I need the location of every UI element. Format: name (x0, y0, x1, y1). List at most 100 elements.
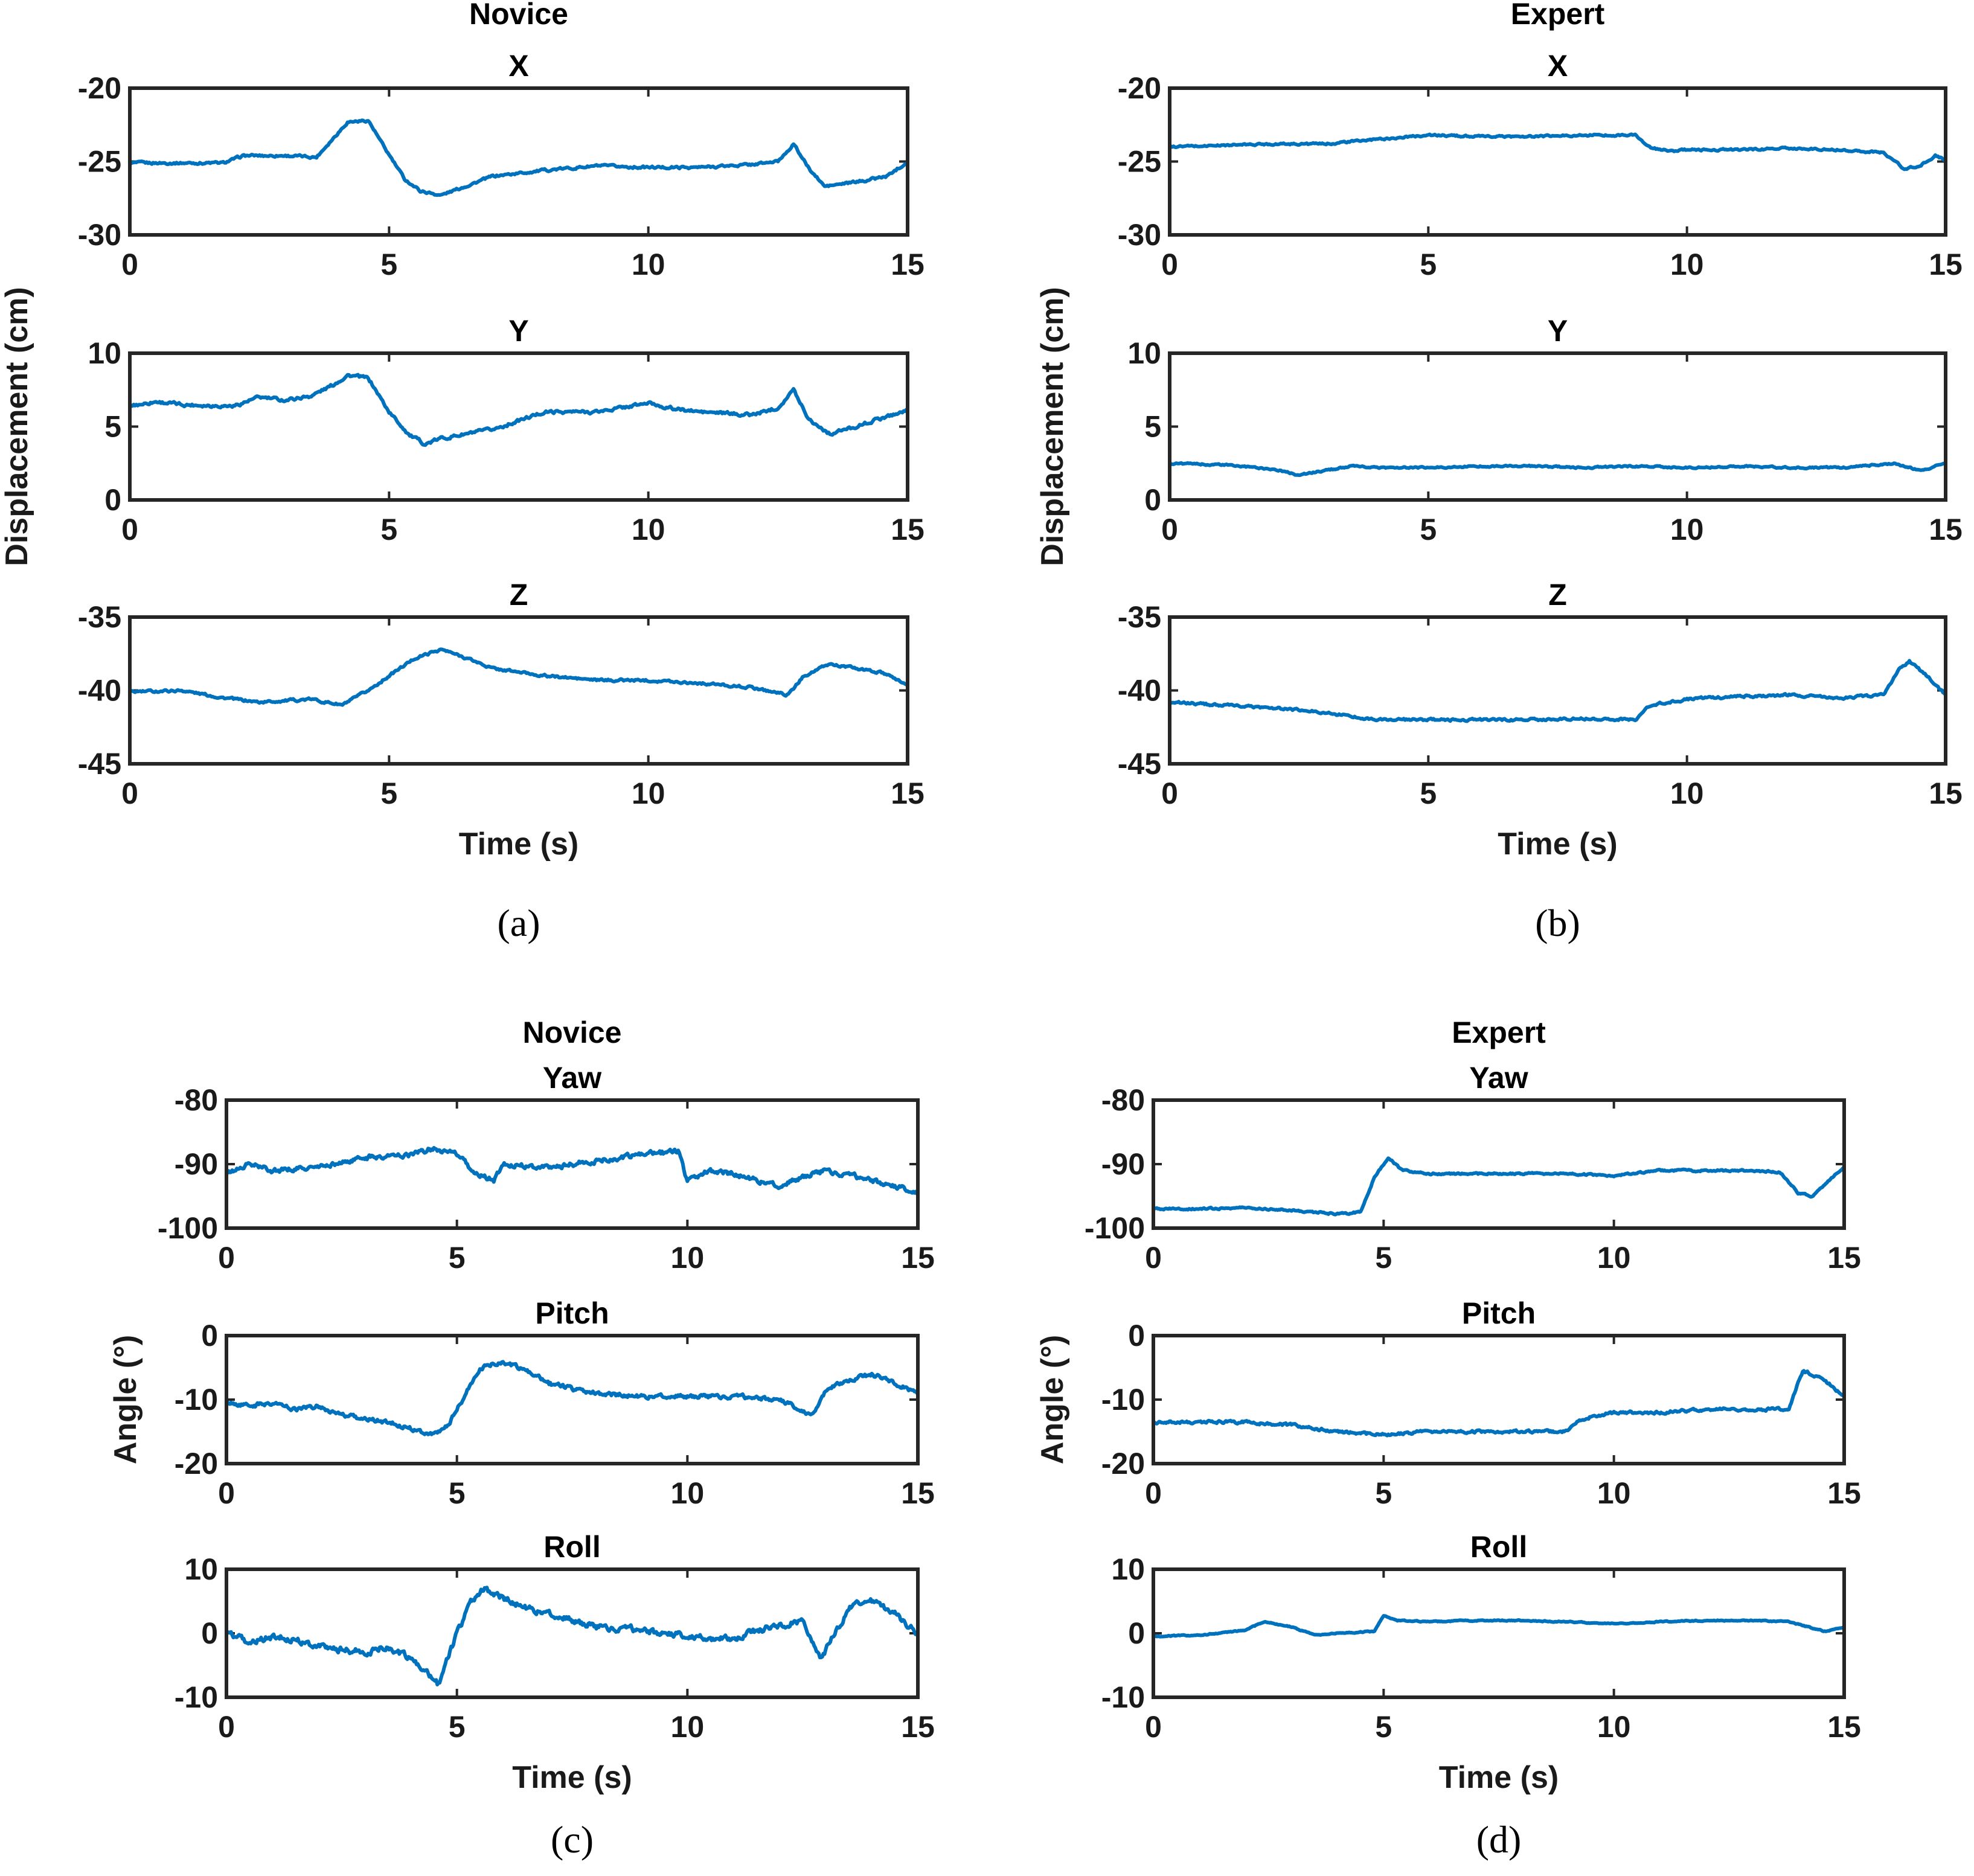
x-tick-label: 5 (1420, 513, 1437, 546)
x-tick-label: 5 (380, 248, 397, 281)
x-tick-label: 15 (901, 1710, 935, 1744)
x-tick-label: 5 (1375, 1710, 1392, 1744)
y-tick-label: -10 (1101, 1383, 1145, 1417)
series-line-yaw (226, 1145, 918, 1196)
axes-frame (1168, 86, 1947, 237)
x-tick-label: 15 (1929, 776, 1963, 810)
series-line-x (1170, 132, 1946, 171)
axes-frame (128, 351, 909, 502)
x-tick-label: 15 (1827, 1710, 1861, 1744)
column-title: Expert (1452, 1016, 1546, 1049)
x-tick-label: 0 (1161, 776, 1178, 810)
series-line-x (130, 118, 908, 197)
y-tick-label: 0 (1128, 1319, 1145, 1353)
x-tick-label: 10 (632, 248, 665, 281)
y-axis-label: Angle (°) (1035, 1335, 1070, 1464)
axes-frame (1152, 1098, 1846, 1230)
subplot-a-z: Z -35 -40 -450 5 10 15 Time (s) (78, 578, 925, 862)
x-tick-label: 15 (901, 1476, 935, 1510)
y-tick-label: -90 (1101, 1147, 1145, 1181)
x-tick-label: 15 (1827, 1241, 1861, 1275)
axes-frame (225, 1567, 920, 1699)
x-tick-label: 5 (449, 1476, 466, 1510)
x-tick-label: 15 (1827, 1476, 1861, 1510)
x-tick-label: 0 (1161, 513, 1178, 546)
x-tick-label: 15 (891, 513, 925, 546)
y-tick-label: -10 (175, 1383, 218, 1417)
y-tick-label: 0 (201, 1616, 218, 1650)
subplot-title: Pitch (1462, 1296, 1536, 1330)
x-tick-label: 5 (1420, 776, 1437, 810)
y-tick-label: -20 (78, 71, 121, 105)
x-tick-label: 10 (1670, 776, 1704, 810)
x-tick-label: 0 (1145, 1476, 1162, 1510)
y-tick-label: -30 (1118, 218, 1161, 252)
series-line-roll (1153, 1614, 1844, 1639)
panel-caption: (c) (551, 1818, 594, 1861)
subplot-title: X (1548, 49, 1568, 83)
subplot-b-y: Y 10 5 00 5 10 15 Displacement (cm) (1035, 287, 1963, 566)
subplot-b-x: X -20 -25 -300 5 10 15 (1118, 49, 1963, 281)
y-tick-label: 10 (1111, 1552, 1145, 1586)
axes-frame (128, 86, 909, 237)
x-tick-label: 10 (671, 1476, 705, 1510)
y-tick-label: -80 (175, 1083, 218, 1117)
x-tick-label: 0 (1145, 1710, 1162, 1744)
y-tick-label: -100 (158, 1211, 218, 1245)
axes-frame (1152, 1334, 1846, 1465)
y-tick-label: -45 (78, 747, 121, 781)
series-line-roll (226, 1586, 918, 1686)
x-axis-label: Time (s) (459, 827, 578, 862)
x-tick-label: 5 (380, 513, 397, 546)
subplot-title: Roll (1470, 1530, 1527, 1564)
y-tick-label: 0 (1128, 1616, 1145, 1650)
x-tick-label: 5 (1375, 1241, 1392, 1275)
y-axis-label: Displacement (cm) (0, 287, 34, 566)
x-tick-label: 0 (121, 513, 138, 546)
x-tick-label: 10 (671, 1710, 705, 1744)
y-tick-label: 0 (1144, 483, 1161, 517)
x-tick-label: 15 (891, 776, 925, 810)
x-tick-label: 15 (901, 1241, 935, 1275)
y-tick-label: 5 (104, 410, 121, 444)
x-tick-label: 15 (891, 248, 925, 281)
y-axis-label: Displacement (cm) (1035, 287, 1070, 566)
panel-caption: (a) (497, 901, 540, 944)
axes-frame (225, 1334, 920, 1465)
x-tick-label: 0 (218, 1241, 235, 1275)
y-tick-label: -25 (78, 145, 121, 179)
x-tick-label: 5 (1375, 1476, 1392, 1510)
column-title: Novice (469, 0, 568, 31)
panel-caption: (b) (1535, 901, 1580, 944)
x-tick-label: 10 (1597, 1476, 1631, 1510)
x-tick-label: 10 (632, 776, 665, 810)
x-tick-label: 5 (1420, 248, 1437, 281)
subplot-a-y: Y 10 5 00 5 10 15 Displacement (cm) (0, 287, 925, 566)
x-axis-label: Time (s) (1439, 1760, 1559, 1795)
y-axis-label: Angle (°) (108, 1335, 143, 1464)
x-axis-label: Time (s) (1498, 827, 1617, 862)
axes-frame (1168, 351, 1947, 502)
y-tick-label: -30 (78, 218, 121, 252)
y-tick-label: -20 (175, 1447, 218, 1481)
y-tick-label: 10 (184, 1552, 218, 1586)
x-tick-label: 5 (380, 776, 397, 810)
y-tick-label: -25 (1118, 145, 1161, 179)
subplot-title: Y (1548, 314, 1568, 348)
y-tick-label: -40 (1118, 674, 1161, 708)
series-line-y (130, 373, 908, 447)
axes-frame (1168, 615, 1947, 766)
y-tick-label: 10 (88, 336, 121, 370)
x-tick-label: 0 (121, 776, 138, 810)
